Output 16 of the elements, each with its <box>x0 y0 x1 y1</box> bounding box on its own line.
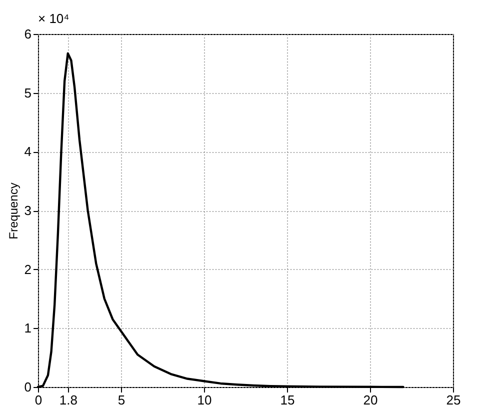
x-tick-label: 5 <box>118 392 126 408</box>
x-tick-label: 1.8 <box>59 392 78 408</box>
y-tick-label: 0 <box>24 380 32 394</box>
x-tick-label: 25 <box>446 392 461 408</box>
y-tick-label: 3 <box>24 203 32 218</box>
y-axis-title: Frequency <box>6 182 20 240</box>
y-tick-label: 4 <box>24 144 32 160</box>
x-tick-label: 20 <box>363 392 378 408</box>
y-tick-label: 2 <box>24 262 32 277</box>
x-tick-label: 15 <box>280 392 295 408</box>
x-tick-label: 10 <box>197 392 212 408</box>
x-tick-label: 0 <box>34 392 42 408</box>
y-tick-label: 6 <box>24 26 32 42</box>
y-tick-label: 5 <box>24 85 32 100</box>
y-tick-label: 1 <box>24 320 32 336</box>
text: × 10⁴ <box>38 11 70 26</box>
